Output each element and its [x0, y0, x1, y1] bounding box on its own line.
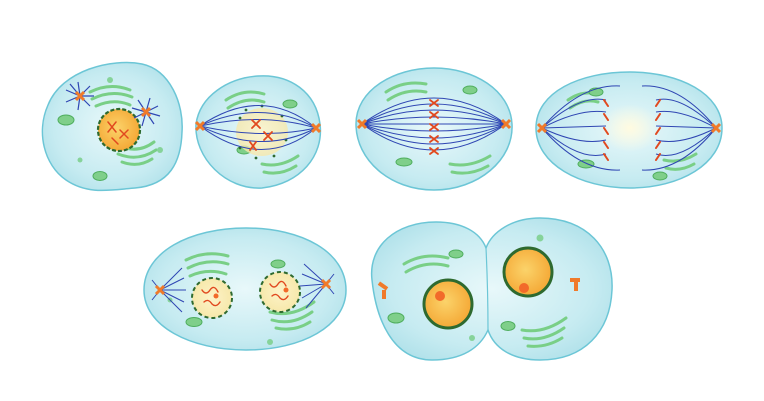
chromosomes [249, 119, 273, 151]
stage-prometaphase [194, 75, 322, 189]
mitochondrion [185, 317, 203, 327]
chromosomes [107, 121, 129, 145]
reforming-nucleus-right [259, 271, 301, 313]
golgi-apparatus [384, 81, 492, 175]
stage-prophase [41, 61, 183, 192]
centriole-left [377, 281, 389, 299]
centrosome-right [320, 278, 332, 290]
centrosome-left [356, 118, 368, 130]
nucleolus [213, 293, 219, 299]
centrosome-right [500, 118, 512, 130]
centriole-right [570, 278, 580, 291]
cleavage-furrow [485, 247, 489, 331]
golgi-apparatus [402, 254, 568, 348]
mitochondrion [577, 159, 595, 169]
stage-metaphase [355, 67, 513, 191]
vesicle [267, 339, 273, 345]
mitochondrion [500, 321, 516, 331]
mitochondrion [92, 171, 108, 181]
separating-chromatids-left [603, 99, 609, 161]
nucleolus-right [519, 283, 529, 293]
vesicle [107, 77, 113, 83]
vesicle [157, 147, 163, 153]
stage-cytokinesis [370, 217, 613, 361]
vesicle [469, 335, 475, 341]
vesicle [536, 234, 544, 242]
centrosome-right [310, 122, 322, 134]
nucleolus [283, 287, 289, 293]
nucleolus-left [435, 291, 445, 301]
golgi-apparatus [184, 252, 316, 331]
golgi-apparatus [224, 90, 300, 175]
mitochondrion [57, 114, 75, 126]
midzone-glow [600, 104, 660, 152]
mitochondrion [448, 249, 464, 259]
centrosome-left [154, 284, 166, 296]
centrosome-left [194, 120, 206, 132]
cell-membrane [370, 217, 613, 361]
centrosome-right [131, 97, 161, 127]
mitochondrion [387, 312, 405, 324]
aster-right [299, 263, 335, 309]
centrosome-right [710, 122, 722, 134]
nuclear-region [236, 108, 288, 156]
decondensing-chromosomes [201, 280, 289, 307]
golgi-apparatus [88, 85, 158, 166]
spindle-left-half [541, 85, 621, 171]
mitotic-spindle [199, 105, 317, 150]
aster-left [151, 267, 186, 313]
cell-membrane [143, 227, 347, 351]
stage-telophase [143, 227, 347, 351]
centrosome-left [536, 122, 548, 134]
reforming-nucleus-left [191, 277, 233, 319]
stage-anaphase [535, 71, 723, 189]
centrosome-left [65, 81, 94, 111]
daughter-nucleus-right [502, 246, 554, 298]
metaphase-plate-chromosomes [429, 99, 439, 155]
mitochondrion [462, 85, 478, 95]
nucleus [96, 107, 142, 153]
daughter-nucleus-left [422, 278, 474, 330]
mitochondrion [270, 259, 286, 269]
separating-chromatids-right [655, 99, 661, 161]
cell-membrane [355, 67, 513, 191]
mitochondrion [282, 99, 298, 109]
vesicle [77, 157, 83, 163]
mitochondrion [652, 171, 668, 181]
mitochondrion [395, 157, 413, 167]
